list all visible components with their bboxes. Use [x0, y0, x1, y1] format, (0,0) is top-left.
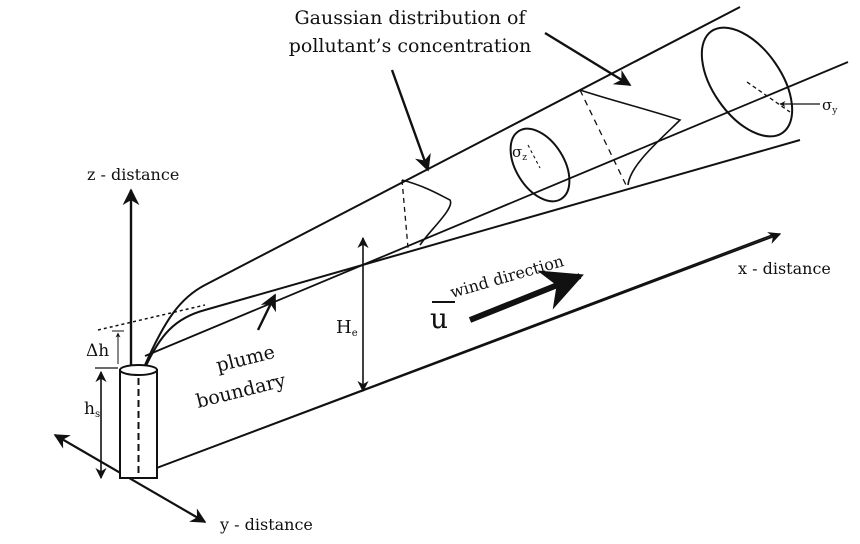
gaussian-small-dashed — [401, 179, 409, 249]
effective-height-dashed-line — [97, 304, 206, 331]
title-pointer-arrow-left — [390, 69, 431, 172]
x-axis — [129, 232, 782, 479]
plume-pointer-arrow — [256, 293, 277, 331]
wind-direction-label: wind direction — [448, 251, 566, 302]
gaussian-curve-large — [579, 89, 682, 186]
cross-section-ellipse-small — [509, 127, 571, 203]
x-axis-label: x - distance — [738, 259, 831, 278]
cross-section-ellipse-large — [700, 26, 794, 138]
sigma-y-dashed — [746, 81, 791, 113]
y-axis-label: y - distance — [219, 515, 313, 534]
stack-top — [119, 364, 158, 376]
z-axis-label: z - distance — [87, 165, 179, 184]
sigma-z-dashed — [527, 144, 541, 169]
sigma-z-label: σz — [512, 143, 527, 163]
u-label: u — [430, 302, 448, 335]
sigma-y-label: σy — [822, 96, 838, 116]
title-line-1: Gaussian distribution of — [294, 7, 527, 29]
title-line-2: pollutant’s concentration — [289, 35, 532, 57]
plume-rise-label: Δh — [86, 341, 109, 361]
plume-lower-boundary — [144, 139, 801, 369]
plume-label-line-2: boundary — [194, 369, 288, 413]
stack-height-label: hs — [84, 399, 100, 420]
effective-height-label: He — [336, 317, 358, 339]
plume-upper-boundary — [144, 6, 741, 366]
plume-label-line-1: plume — [214, 341, 277, 377]
title-pointer-arrow-right — [544, 31, 632, 87]
gaussian-curve-small — [401, 179, 452, 246]
wind-direction-arrow — [468, 270, 584, 323]
